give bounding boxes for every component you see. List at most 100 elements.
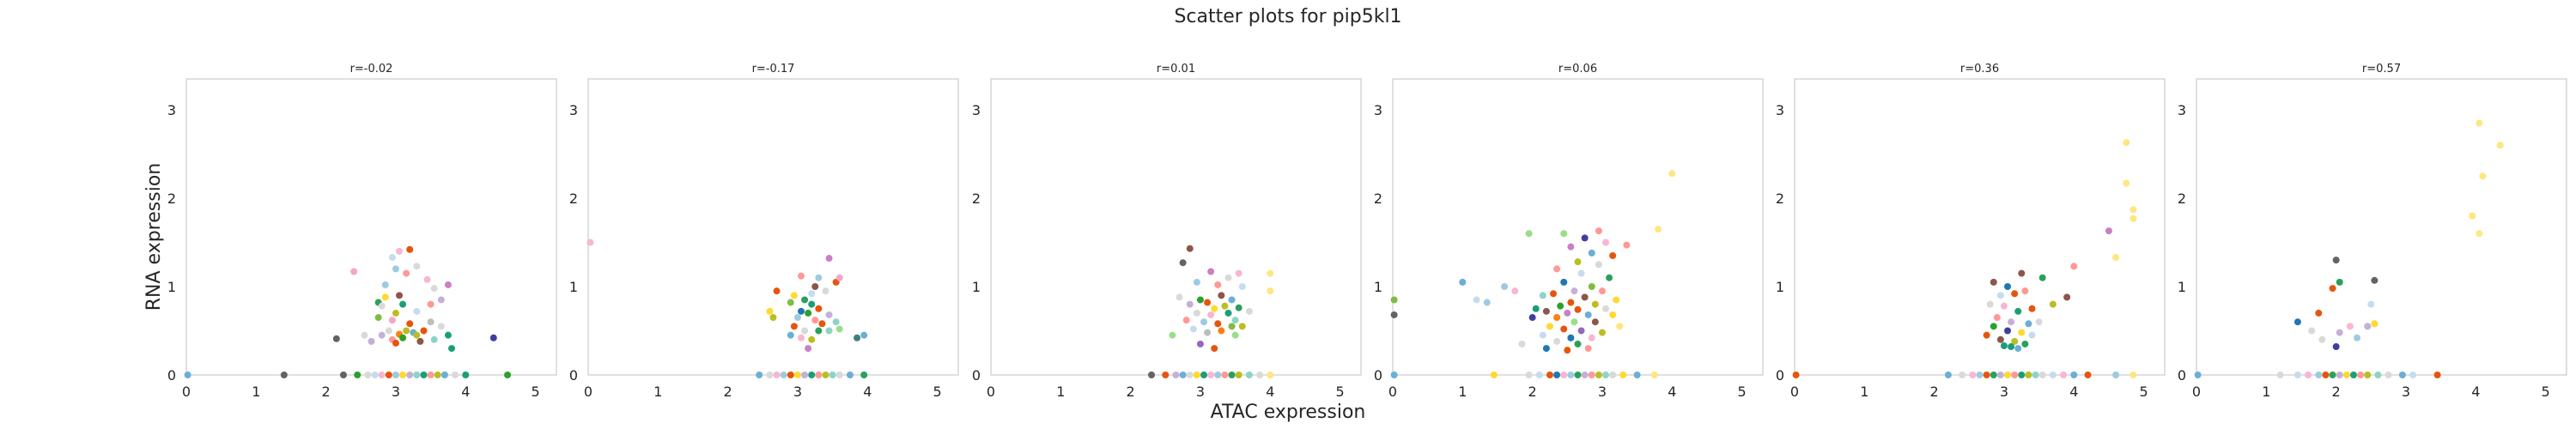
data-point: [798, 307, 805, 315]
data-point: [1238, 283, 1246, 291]
data-point: [1224, 274, 1232, 281]
data-point: [2308, 327, 2316, 335]
data-point: [2367, 300, 2375, 308]
data-point: [2371, 276, 2379, 284]
data-point: [773, 287, 781, 295]
x-tick-label: 2: [322, 384, 331, 400]
data-point: [403, 269, 410, 277]
data-point: [1528, 314, 1536, 322]
data-point: [1539, 292, 1546, 299]
data-point: [1560, 372, 1568, 378]
data-point: [2329, 372, 2336, 378]
data-point: [1571, 318, 1578, 326]
data-point: [437, 296, 445, 304]
data-point: [1567, 243, 1575, 251]
data-point: [2032, 372, 2039, 378]
data-point: [1560, 325, 1568, 333]
data-point: [1228, 323, 1236, 330]
data-point: [2129, 372, 2137, 378]
data-point: [825, 255, 833, 263]
data-point: [280, 372, 288, 378]
data-point: [1235, 304, 1242, 311]
data-point: [2476, 119, 2483, 127]
data-point: [1606, 274, 1613, 281]
data-point: [1609, 251, 1617, 259]
data-point: [413, 263, 421, 270]
data-point: [1588, 249, 1595, 257]
data-point: [184, 372, 191, 378]
data-point: [1574, 340, 1582, 347]
data-point: [1577, 269, 1585, 277]
data-point: [1959, 372, 1966, 378]
data-point: [766, 307, 774, 315]
x-tick-label: 1: [1458, 384, 1467, 400]
data-point: [773, 372, 781, 378]
y-tick-label: 1: [2178, 279, 2186, 295]
subplot-title: r=0.57: [2362, 63, 2401, 76]
data-point: [1231, 331, 1239, 339]
data-point: [1390, 311, 1398, 318]
plot-frame: [2196, 78, 2567, 376]
data-point: [1969, 372, 1977, 378]
data-point: [1996, 372, 2004, 378]
data-point: [427, 300, 434, 308]
data-point: [1214, 281, 1222, 288]
data-point: [444, 281, 452, 288]
data-point: [1598, 287, 1606, 295]
data-point: [1792, 372, 1800, 378]
data-point: [2049, 300, 2057, 308]
data-point: [399, 334, 407, 341]
data-point: [815, 274, 823, 281]
data-point: [368, 337, 375, 345]
data-point: [1983, 331, 1990, 339]
data-point: [2035, 318, 2043, 326]
data-point: [392, 372, 399, 378]
data-point: [787, 331, 794, 339]
data-point: [2028, 331, 2036, 339]
y-tick-label: 3: [167, 102, 176, 118]
data-point: [2004, 372, 2012, 378]
x-tick-label: 5: [532, 384, 540, 400]
y-tick-label: 1: [167, 279, 176, 295]
data-point: [1564, 309, 1571, 317]
data-point: [406, 320, 414, 328]
data-point: [1564, 347, 1571, 354]
data-point: [1623, 241, 1631, 249]
data-point: [1390, 296, 1398, 304]
y-tick-label: 0: [1374, 367, 1382, 384]
y-tick-label: 3: [1374, 102, 1382, 118]
data-point: [2398, 372, 2406, 378]
data-point: [413, 372, 421, 378]
data-point: [1557, 302, 1564, 310]
x-tick-label: 1: [653, 384, 662, 400]
data-point: [808, 335, 816, 343]
x-tick-label: 1: [1056, 384, 1065, 400]
x-tick-label: 0: [584, 384, 592, 400]
data-point: [381, 293, 389, 301]
data-point: [2129, 206, 2137, 214]
scatter-panel-1: r=-0.02 0 1 2 3 4 5 0 1 2 3: [167, 63, 557, 400]
data-point: [1567, 299, 1575, 306]
data-point: [1574, 372, 1582, 378]
data-point: [1211, 345, 1218, 353]
data-point: [2018, 269, 2026, 277]
data-point: [2315, 372, 2323, 378]
data-point: [388, 317, 396, 324]
data-point: [1235, 269, 1242, 277]
x-tick-label: 2: [1127, 384, 1135, 400]
data-point: [860, 372, 868, 378]
y-tick-label: 3: [2178, 102, 2186, 118]
data-point: [2018, 372, 2026, 378]
x-tick-label: 4: [1266, 384, 1274, 400]
data-point: [1224, 309, 1232, 317]
data-point: [801, 327, 809, 335]
data-point: [2123, 139, 2130, 147]
data-point: [1560, 278, 1568, 286]
data-point: [798, 272, 805, 280]
data-point: [1588, 283, 1595, 291]
scatter-panel-5: r=0.36 0 1 2 3 4 5 0 1 2 3: [1776, 63, 2166, 400]
data-point: [811, 317, 819, 324]
data-point: [2346, 323, 2354, 330]
y-tick-label: 2: [569, 190, 578, 207]
data-point: [2315, 309, 2323, 317]
